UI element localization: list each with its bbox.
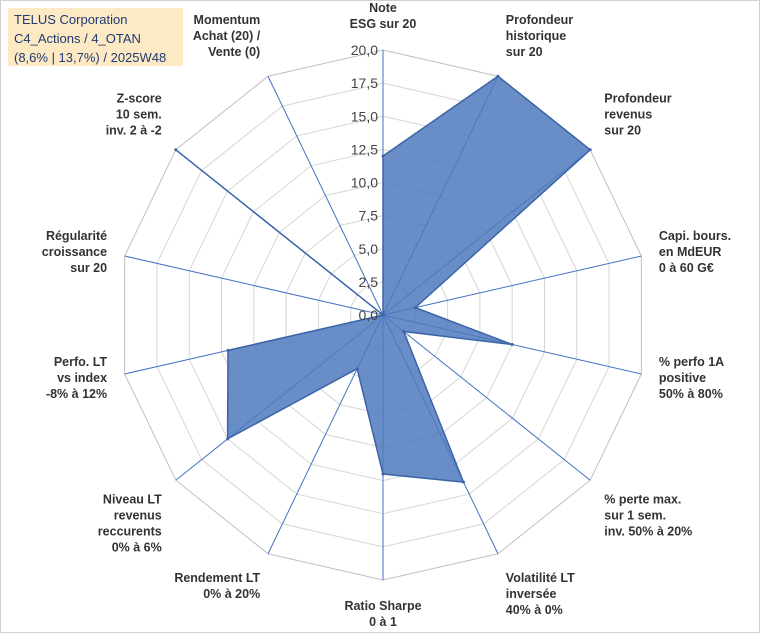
- data-point: [226, 348, 230, 352]
- axis-label: Profondeur revenus sur 20: [604, 92, 671, 138]
- title-line-3: (8,6% | 13,7%) / 2025W48: [14, 50, 167, 65]
- axis-label: Momentum Achat (20) / Vente (0): [193, 13, 261, 59]
- data-point: [402, 330, 406, 334]
- data-point: [226, 437, 230, 441]
- axis-label: Régularité croissance sur 20: [42, 229, 107, 275]
- data-point: [381, 313, 385, 317]
- axis-label: % perte max. sur 1 sem. inv. 50% à 20%: [604, 492, 692, 538]
- axis-spoke: [124, 255, 384, 316]
- tick-label: 2,5: [359, 274, 379, 290]
- tick-label: 15,0: [351, 108, 378, 124]
- axis-label: % perfo 1A positive 50% à 80%: [659, 355, 724, 401]
- data-point: [510, 342, 514, 346]
- axis-label: Volatilité LT inversée 40% à 0%: [506, 571, 575, 617]
- axis-label: Z-score 10 sem. inv. 2 à -2: [106, 92, 162, 138]
- data-point: [588, 148, 592, 152]
- data-point: [381, 154, 385, 158]
- tick-label: 7,5: [359, 208, 379, 224]
- data-point: [381, 472, 385, 476]
- axis-label: Perfo. LT vs index -8% à 12%: [46, 355, 108, 401]
- tick-label: 17,5: [351, 75, 378, 91]
- tick-label: 10,0: [351, 175, 378, 191]
- axis-label: Capi. bours. en MdEUR 0 à 60 G€: [659, 229, 731, 275]
- axis-label: Profondeur historique sur 20: [506, 13, 573, 59]
- data-point: [496, 74, 500, 78]
- tick-label: 20,0: [351, 42, 378, 58]
- title-line-1: TELUS Corporation: [14, 12, 128, 27]
- tick-label: 5,0: [359, 241, 379, 257]
- data-point: [355, 367, 359, 371]
- data-point: [461, 480, 465, 484]
- data-point: [413, 306, 417, 310]
- axis-label: Ratio Sharpe 0 à 1: [344, 599, 421, 629]
- tick-label: 0,0: [359, 307, 379, 323]
- tick-label: 12,5: [351, 141, 378, 157]
- axis-spoke: [382, 255, 642, 316]
- axis-label: Niveau LT revenus reccurents 0% à 6%: [98, 492, 162, 554]
- axis-spoke: [382, 314, 591, 481]
- axis-label: Rendement LT 0% à 20%: [174, 571, 260, 601]
- axis-spoke: [267, 76, 384, 316]
- title-line-2: C4_Actions / 4_OTAN: [14, 31, 141, 46]
- chart-title-box: TELUS Corporation C4_Actions / 4_OTAN (8…: [8, 8, 183, 66]
- data-point: [174, 148, 178, 152]
- axis-label: Note ESG sur 20: [350, 1, 417, 31]
